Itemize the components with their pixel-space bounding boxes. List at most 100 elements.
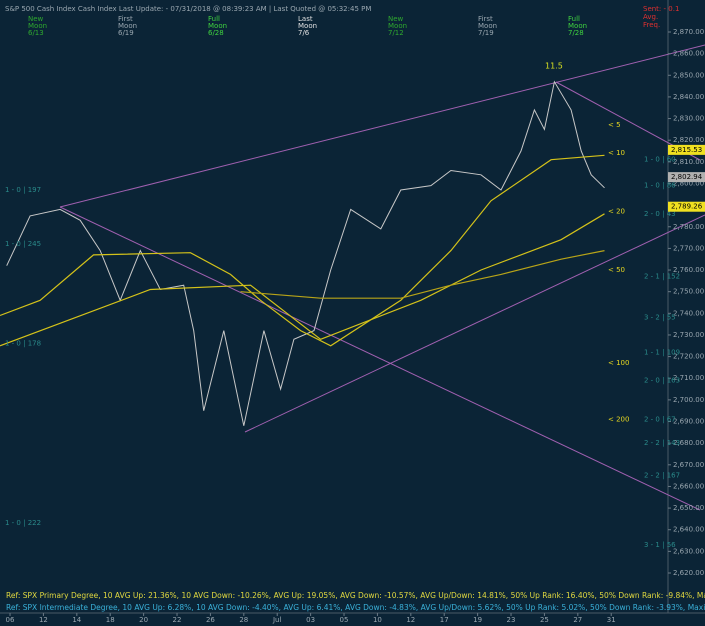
price-box [668,144,705,155]
moon-date: 6/19 [118,29,134,37]
moon-name: Moon [568,22,587,30]
wave-count: 1 - 0 | 60 [644,156,676,164]
moon-name: Moon [478,22,497,30]
x-tick-label: 22 [173,616,182,624]
trendline [244,214,705,433]
wave-count: 1 - 1 | 109 [644,348,680,356]
wave-count: 1 - 0 | 197 [5,186,41,194]
moon-name: Moon [28,22,47,30]
y-tick-label: 2,640.00 [673,526,704,534]
y-tick-label: 2,740.00 [673,309,704,317]
wave-count: 2 - 2 | 167 [644,472,680,480]
trendline [59,206,701,511]
x-tick-label: 17 [440,616,449,624]
status: Avg. [643,13,658,21]
x-tick-label: 06 [6,616,15,624]
y-tick-label: 2,720.00 [673,353,704,361]
y-tick-label: 2,690.00 [673,418,704,426]
wave-count: 1 - 0 | 178 [5,340,41,348]
moon-date: 7/6 [298,29,310,37]
y-tick-label: 2,730.00 [673,331,704,339]
moon-phase: Full [568,15,580,23]
moon-date: 6/13 [28,29,44,37]
y-tick-label: 2,780.00 [673,223,704,231]
footer-line: Ref: SPX Intermediate Degree, 10 AVG Up:… [6,603,705,612]
annotation: 11.5 [545,62,563,71]
wave-count: 2 - 2 | 143 [644,439,680,447]
moon-phase: First [478,15,493,23]
y-tick-label: 2,670.00 [673,461,704,469]
x-tick-label: 14 [72,616,81,624]
y-tick-label: 2,660.00 [673,482,704,490]
x-tick-label: 27 [573,616,582,624]
header: S&P 500 Cash Index Cash Index Last Updat… [5,5,371,13]
price-label: 2,789.26 [671,203,703,211]
moving-average [0,213,605,347]
wave-count: 1 - 0 | 222 [5,519,41,527]
ma-label: < 10 [608,149,625,157]
moon-date: 7/19 [478,29,494,37]
wave-count: 3 - 1 | 56 [644,541,676,549]
moon-date: 7/12 [388,29,404,37]
price-box [668,201,705,212]
x-tick-label: 05 [340,616,349,624]
ma-label: < 50 [608,266,625,274]
x-tick-label: 26 [206,616,215,624]
y-tick-label: 2,700.00 [673,396,704,404]
y-tick-label: 2,760.00 [673,266,704,274]
wave-count: 1 - 0 | 245 [5,240,41,248]
y-tick-label: 2,750.00 [673,288,704,296]
x-tick-label: Jul [272,616,282,624]
moon-phase: Full [208,15,220,23]
y-tick-label: 2,830.00 [673,115,704,123]
wave-count: 2 - 1 | 152 [644,273,680,281]
moving-average [0,154,605,347]
x-tick-label: 10 [373,616,382,624]
x-tick-label: 31 [607,616,616,624]
wave-count: 2 - 0 | 43 [644,210,676,218]
moon-name: Moon [298,22,317,30]
moving-average [240,250,605,299]
wave-count: 3 - 2 | 55 [644,314,676,322]
moon-name: Moon [208,22,227,30]
price-label: 2,802.94 [671,173,703,181]
moon-name: Moon [388,22,407,30]
status: Freq. [643,21,660,29]
y-tick-label: 2,860.00 [673,50,704,58]
x-tick-label: 12 [39,616,48,624]
x-tick-label: 23 [507,616,516,624]
wave-count: 2 - 0 | 67 [644,415,676,423]
y-tick-label: 2,810.00 [673,158,704,166]
y-tick-label: 2,820.00 [673,136,704,144]
y-tick-label: 2,870.00 [673,28,704,36]
y-tick-label: 2,850.00 [673,71,704,79]
y-tick-label: 2,840.00 [673,93,704,101]
y-tick-label: 2,710.00 [673,374,704,382]
price-line [6,80,605,426]
y-tick-label: 2,770.00 [673,244,704,252]
x-tick-label: 18 [106,616,115,624]
moon-date: 6/28 [208,29,224,37]
x-tick-label: 20 [139,616,148,624]
trendlines [59,44,705,511]
price-label: 2,815.53 [671,146,702,154]
trendline [59,44,705,208]
y-tick-label: 2,630.00 [673,547,704,555]
footer-line: Ref: SPX Primary Degree, 10 AVG Up: 21.3… [6,591,705,600]
ma-label: < 5 [608,121,621,129]
y-tick-label: 2,620.00 [673,569,704,577]
moon-phase: New [28,15,44,23]
x-tick-label: 03 [306,616,315,624]
moon-phase: Last [298,15,313,23]
status: Sent: - 0.1 [643,5,679,13]
x-tick-label: 25 [540,616,549,624]
y-tick-label: 2,680.00 [673,439,704,447]
moon-phase: First [118,15,133,23]
ma-label: < 200 [608,415,629,423]
x-tick-label: 12 [406,616,415,624]
price-box [668,172,705,183]
ma-label: < 100 [608,359,629,367]
x-tick-label: 28 [239,616,248,624]
